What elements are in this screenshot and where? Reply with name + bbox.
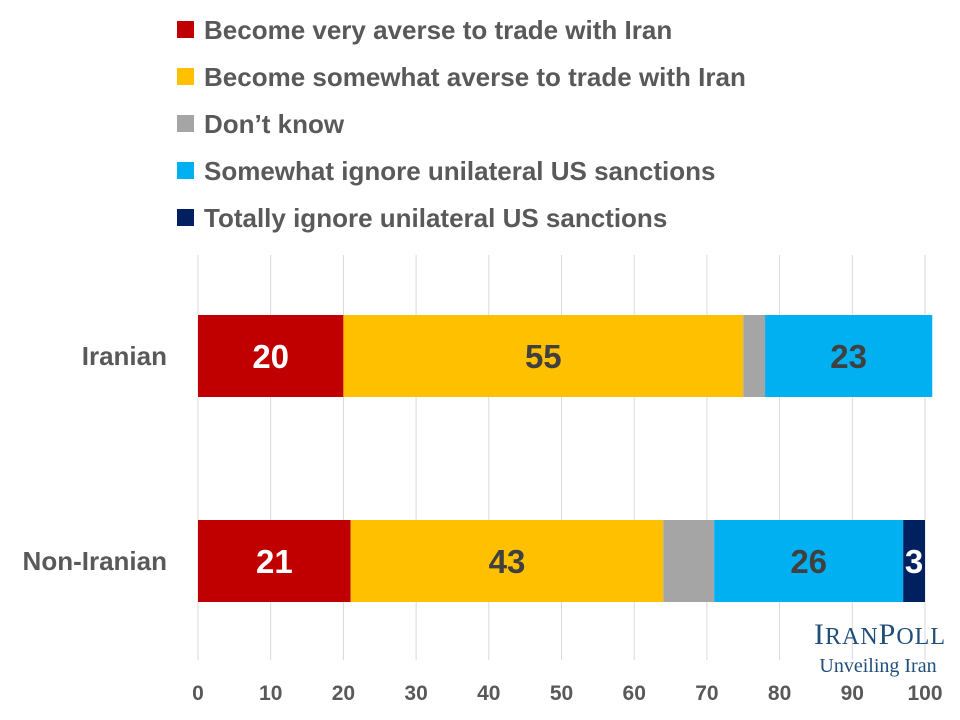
bar-1-3 [714, 520, 904, 602]
legend-label-1: Become somewhat averse to trade with Ira… [204, 62, 746, 92]
data-labels: 20 55 23 21 43 26 3 [252, 338, 923, 580]
x-tick-label-80: 80 [768, 682, 791, 705]
data-label-1-0: 21 [256, 543, 293, 580]
legend-label-4: Totally ignore unilateral US sanctions [204, 203, 667, 233]
bar-0-3 [765, 315, 933, 397]
legend-swatch-4 [177, 209, 194, 226]
legend-label-2: Don’t know [204, 109, 345, 139]
bar-1-1 [350, 520, 664, 602]
category-label-1: Non-Iranian [23, 546, 167, 576]
data-label-0-0: 20 [252, 338, 289, 375]
x-tick-label-20: 20 [332, 682, 355, 705]
x-tick-label-60: 60 [623, 682, 646, 705]
logo-tagline: Unveiling Iran [819, 655, 936, 677]
x-axis-ticks: 0 10 20 30 40 50 60 70 80 90 100 [192, 682, 942, 705]
data-label-1-4: 3 [905, 543, 923, 580]
x-tick-label-40: 40 [477, 682, 500, 705]
legend-swatch-0 [177, 21, 194, 38]
bar-0-2 [743, 315, 766, 397]
bar-1-2 [663, 520, 715, 602]
legend-label-0: Become very averse to trade with Iran [204, 15, 672, 45]
category-label-0: Iranian [82, 341, 167, 371]
legend-swatch-1 [177, 68, 194, 85]
legend-swatch-3 [177, 162, 194, 179]
category-labels: Iranian Non-Iranian [23, 341, 167, 576]
legend-swatch-2 [177, 115, 194, 132]
bar-1-0 [198, 520, 351, 602]
x-tick-label-50: 50 [550, 682, 573, 705]
bar-0-1 [343, 315, 744, 397]
x-tick-label-0: 0 [192, 682, 204, 705]
legend: Become very averse to trade with Iran Bec… [177, 15, 746, 233]
logo-wordmark: IRANPOLL [814, 618, 946, 651]
data-label-1-1: 43 [489, 543, 526, 580]
bar-0-0 [198, 315, 344, 397]
x-tick-label-10: 10 [259, 682, 282, 705]
x-tick-label-70: 70 [695, 682, 718, 705]
x-tick-label-90: 90 [841, 682, 864, 705]
x-tick-label-30: 30 [404, 682, 427, 705]
bar-1-4 [903, 520, 925, 602]
data-label-1-3: 26 [790, 543, 827, 580]
bars [198, 315, 933, 602]
legend-label-3: Somewhat ignore unilateral US sanctions [204, 156, 715, 186]
x-tick-label-100: 100 [907, 682, 942, 705]
data-label-0-3: 23 [830, 338, 867, 375]
iranpoll-logo: IRANPOLL Unveiling Iran [814, 618, 946, 677]
data-label-0-1: 55 [525, 338, 562, 375]
